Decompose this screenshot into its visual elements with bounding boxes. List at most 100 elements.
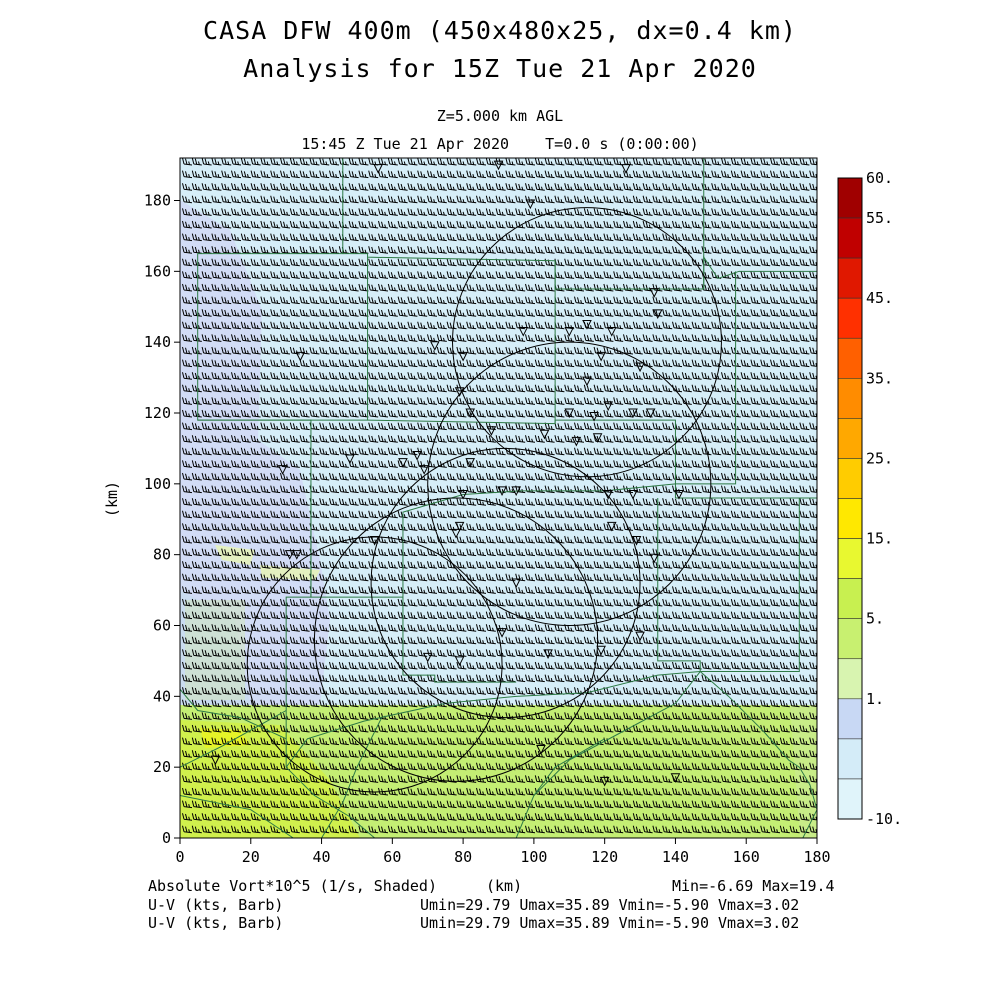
wind-barb xyxy=(770,208,781,216)
wind-barb xyxy=(525,674,536,683)
wind-barb xyxy=(583,775,594,783)
wind-barb xyxy=(789,825,800,834)
wind-barb xyxy=(446,775,457,783)
wind-barb xyxy=(672,548,683,557)
wind-barb xyxy=(574,586,585,594)
y-tick-label: 140 xyxy=(144,333,171,351)
wind-barb xyxy=(613,586,624,594)
wind-barb xyxy=(662,346,673,355)
wind-barb xyxy=(299,750,310,758)
wind-barb xyxy=(476,195,487,204)
wind-barb xyxy=(446,561,457,569)
wind-barb xyxy=(672,750,683,758)
wind-barb xyxy=(770,472,781,481)
wind-barb xyxy=(642,321,653,330)
wind-barb xyxy=(427,170,438,179)
wind-barb xyxy=(407,435,418,443)
wind-barb xyxy=(299,283,310,292)
wind-barb xyxy=(711,384,722,393)
wind-barb xyxy=(564,624,575,632)
wind-barb xyxy=(221,195,232,204)
wind-barb xyxy=(544,699,555,708)
wind-barb xyxy=(211,321,222,330)
wind-barb xyxy=(672,220,683,229)
wind-barb xyxy=(554,283,565,292)
wind-barb xyxy=(789,220,800,229)
wind-barb xyxy=(750,561,761,569)
wind-barb xyxy=(672,535,683,544)
wind-barb xyxy=(701,472,712,481)
wind-barb xyxy=(681,548,692,557)
wind-barb xyxy=(231,813,242,821)
wind-barb xyxy=(632,334,643,342)
wind-barb xyxy=(505,535,516,544)
wind-barb xyxy=(799,183,810,191)
wind-barb xyxy=(338,435,349,443)
wind-barb xyxy=(436,346,447,355)
colorbar-label: 55. xyxy=(866,209,893,227)
wind-barb xyxy=(721,649,732,657)
wind-barb xyxy=(642,472,653,481)
wind-barb xyxy=(240,409,251,418)
wind-barb xyxy=(613,258,624,267)
wind-barb xyxy=(779,158,790,166)
wind-barb xyxy=(750,158,761,166)
wind-barb xyxy=(554,359,565,368)
wind-barb xyxy=(672,762,683,771)
wind-barb xyxy=(329,208,340,216)
wind-barb xyxy=(201,472,212,481)
wind-barb xyxy=(770,636,781,645)
wind-barb xyxy=(368,649,379,657)
wind-barb xyxy=(554,271,565,279)
wind-barb xyxy=(466,586,477,594)
wind-barb xyxy=(515,220,526,229)
wind-barb xyxy=(779,271,790,279)
wind-barb xyxy=(289,422,300,431)
wind-barb xyxy=(721,422,732,431)
wind-barb xyxy=(701,220,712,229)
wind-barb xyxy=(701,309,712,317)
wind-barb xyxy=(505,283,516,292)
wind-barb xyxy=(476,548,487,557)
wind-barb xyxy=(485,573,496,582)
wind-barb xyxy=(642,334,653,342)
wind-barb xyxy=(534,409,545,418)
wind-barb xyxy=(564,372,575,380)
wind-barb xyxy=(730,233,741,242)
wind-barb xyxy=(191,183,202,191)
wind-barb xyxy=(309,296,320,305)
wind-barb xyxy=(358,813,369,821)
wind-barb xyxy=(368,699,379,708)
wind-barb xyxy=(446,800,457,809)
wind-barb xyxy=(593,498,604,506)
wind-barb xyxy=(554,321,565,330)
wind-barb xyxy=(495,523,506,531)
wind-barb xyxy=(505,296,516,305)
wind-barb xyxy=(593,372,604,380)
wind-barb xyxy=(456,334,467,342)
wind-barb xyxy=(554,813,565,821)
wind-barb xyxy=(779,649,790,657)
wind-barb xyxy=(387,775,398,783)
wind-barb xyxy=(750,472,761,481)
wind-barb xyxy=(319,737,330,746)
wind-barb xyxy=(525,548,536,557)
wind-barb xyxy=(299,346,310,355)
wind-barb xyxy=(476,762,487,771)
station-marker-icon xyxy=(589,412,599,422)
wind-barb xyxy=(338,384,349,393)
wind-barb xyxy=(779,346,790,355)
wind-barb xyxy=(750,220,761,229)
wind-barb xyxy=(495,750,506,758)
wind-barb xyxy=(427,561,438,569)
wind-barb xyxy=(652,636,663,645)
wind-barb xyxy=(652,195,663,204)
wind-barb xyxy=(652,435,663,443)
x-tick-label: 120 xyxy=(591,848,618,866)
wind-barb xyxy=(730,220,741,229)
wind-barb xyxy=(240,208,251,216)
wind-barb xyxy=(456,636,467,645)
wind-barb xyxy=(358,699,369,708)
wind-barb xyxy=(613,548,624,557)
wind-barb xyxy=(701,762,712,771)
